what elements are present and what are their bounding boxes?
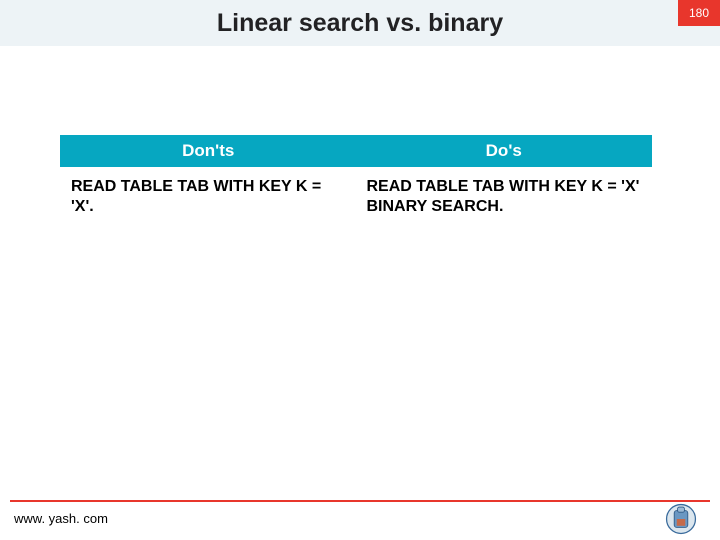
logo-icon bbox=[664, 502, 698, 536]
header-bar: Linear search vs. binary bbox=[0, 0, 720, 46]
page-title: Linear search vs. binary bbox=[217, 9, 503, 38]
cell-dos: READ TABLE TAB WITH KEY K = 'X' BINARY S… bbox=[356, 167, 652, 280]
col-header-dos: Do's bbox=[356, 136, 652, 167]
cell-donts: READ TABLE TAB WITH KEY K = 'X'. bbox=[61, 167, 357, 280]
comparison-table: Don'ts Do's READ TABLE TAB WITH KEY K = … bbox=[60, 135, 652, 280]
table-header-row: Don'ts Do's bbox=[61, 136, 652, 167]
footer-divider bbox=[10, 500, 710, 502]
col-header-donts: Don'ts bbox=[61, 136, 357, 167]
slide-number-badge: 180 bbox=[678, 0, 720, 26]
table-row: READ TABLE TAB WITH KEY K = 'X'. READ TA… bbox=[61, 167, 652, 280]
footer-url: www. yash. com bbox=[14, 511, 108, 526]
